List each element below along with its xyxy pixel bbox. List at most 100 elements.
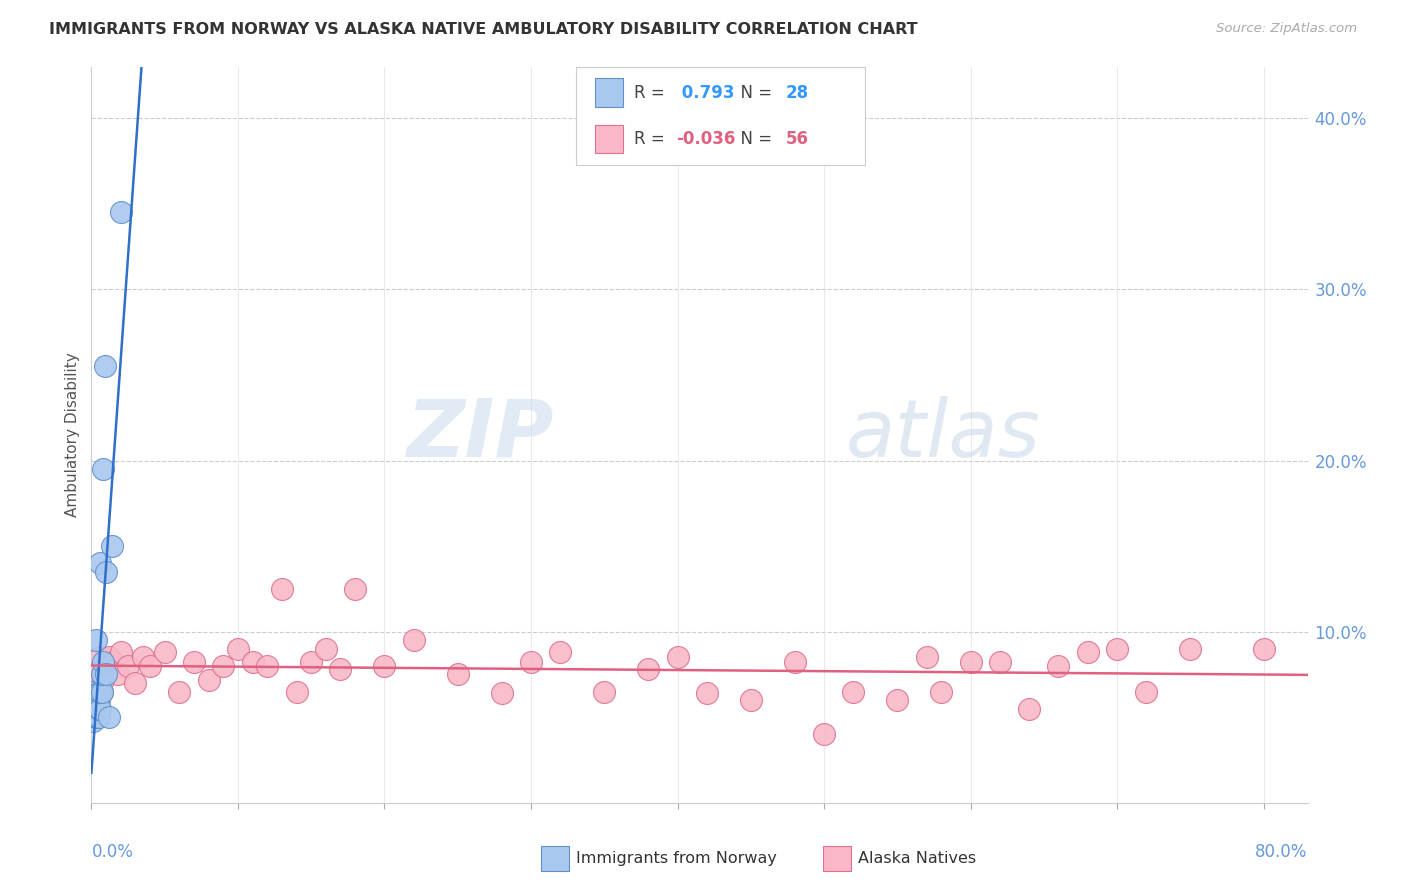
Point (1180, 641, 1202, 656)
Point (270, 582, 292, 596)
Text: Source: ZipAtlas.com: Source: ZipAtlas.com (1216, 22, 1357, 36)
Point (82, 714, 104, 728)
Point (87, 684, 110, 698)
Point (82, 701, 104, 715)
Point (1135, 684, 1157, 698)
Point (315, 641, 337, 656)
Point (548, 645, 571, 659)
Text: -0.036: -0.036 (676, 130, 735, 148)
Point (86, 690, 108, 704)
Point (87, 693, 110, 707)
Text: 56: 56 (786, 130, 808, 148)
Point (87, 710, 110, 724)
Point (740, 693, 762, 707)
Point (93, 359, 115, 374)
Point (83, 693, 105, 707)
Point (813, 727, 835, 741)
Point (197, 673, 219, 687)
Point (90, 667, 112, 681)
Point (98, 650, 121, 665)
Text: 0.0%: 0.0% (91, 843, 134, 862)
Point (94, 667, 117, 681)
Text: N =: N = (730, 130, 778, 148)
Point (117, 659, 139, 673)
Point (447, 667, 470, 681)
Text: ZIP: ZIP (406, 396, 554, 474)
Point (153, 645, 176, 659)
Point (90, 684, 112, 698)
Text: Immigrants from Norway: Immigrants from Norway (576, 851, 778, 865)
Point (285, 684, 308, 698)
Point (98, 710, 121, 724)
Point (402, 633, 425, 648)
Point (139, 659, 162, 673)
Point (242, 656, 264, 670)
Point (91, 673, 114, 687)
Point (89, 650, 111, 665)
Point (110, 645, 132, 659)
Point (90, 684, 112, 698)
Point (83, 684, 105, 698)
Point (89, 684, 111, 698)
Text: IMMIGRANTS FROM NORWAY VS ALASKA NATIVE AMBULATORY DISABILITY CORRELATION CHART: IMMIGRANTS FROM NORWAY VS ALASKA NATIVE … (49, 22, 918, 37)
Y-axis label: Ambulatory Disability: Ambulatory Disability (65, 352, 80, 517)
Point (101, 539, 124, 553)
Point (783, 656, 806, 670)
Point (87, 676, 110, 690)
Point (212, 659, 235, 673)
Text: N =: N = (730, 84, 778, 102)
Point (666, 650, 689, 665)
Point (84, 688, 107, 702)
Point (299, 656, 322, 670)
Point (84, 633, 107, 648)
Point (89, 701, 111, 715)
Point (256, 659, 278, 673)
Point (93, 659, 115, 673)
Point (344, 582, 367, 596)
Point (84, 697, 107, 711)
Text: 0.793: 0.793 (676, 84, 735, 102)
Text: 28: 28 (786, 84, 808, 102)
Point (91, 656, 114, 670)
Point (86, 701, 108, 715)
Point (988, 656, 1011, 670)
Point (91, 462, 114, 476)
Point (915, 650, 938, 665)
Point (842, 684, 865, 698)
Point (696, 686, 718, 700)
Point (886, 693, 908, 707)
Point (1077, 645, 1099, 659)
Point (183, 656, 205, 670)
Point (1253, 641, 1275, 656)
Point (637, 662, 659, 676)
Point (520, 656, 543, 670)
Point (329, 662, 352, 676)
Text: atlas: atlas (845, 396, 1040, 474)
Point (491, 686, 513, 700)
Point (103, 656, 125, 670)
Point (86, 710, 108, 724)
Point (593, 684, 616, 698)
Point (1047, 659, 1070, 673)
Point (94, 662, 117, 676)
Point (1107, 641, 1129, 656)
Text: R =: R = (634, 130, 665, 148)
Point (169, 684, 191, 698)
Point (226, 641, 249, 656)
Text: 80.0%: 80.0% (1256, 843, 1308, 862)
Text: R =: R = (634, 84, 671, 102)
Point (86, 667, 108, 681)
Point (373, 659, 395, 673)
Point (131, 650, 153, 665)
Text: Alaska Natives: Alaska Natives (858, 851, 976, 865)
Point (94, 565, 117, 579)
Point (84, 710, 107, 724)
Point (89, 556, 111, 570)
Point (124, 676, 146, 690)
Point (84, 684, 107, 698)
Point (929, 684, 952, 698)
Point (1018, 701, 1040, 715)
Point (87, 701, 110, 715)
Point (107, 667, 129, 681)
Point (110, 205, 132, 219)
